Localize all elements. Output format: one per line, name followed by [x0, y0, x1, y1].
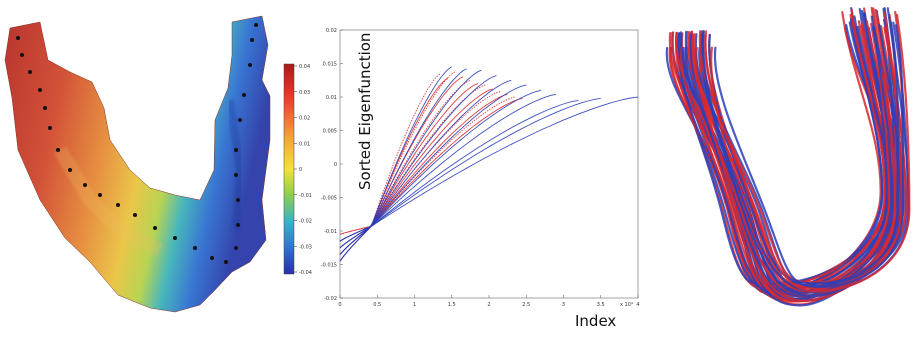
red-series-line: [339, 71, 456, 249]
y-tick-label: -0.015: [321, 263, 337, 269]
centerline-dot: [238, 118, 242, 122]
y-tick-label: 0.02: [326, 28, 337, 34]
centerline-dot: [38, 88, 42, 92]
colorbar-tick-label: 0: [299, 167, 302, 173]
x-tick-label: 4: [636, 302, 639, 308]
colorbar: [283, 63, 295, 275]
panel-b-chart: 0.02 0.015 0.01 0.005 0 -0.005 -0.01 -0.015 -0.0…: [320, 0, 650, 332]
centerline-dot: [236, 223, 240, 227]
y-axis-label: Sorted Eigenfunction: [356, 33, 374, 190]
blue-series-line: [339, 96, 639, 255]
centerline-dot: [68, 168, 72, 172]
centerline-dot: [173, 236, 177, 240]
centerline-dot: [254, 23, 258, 27]
x-tick-label: 0.5: [373, 302, 381, 308]
colorbar-tick-label: -0.02: [299, 219, 312, 225]
fiber-bundle: [665, 6, 911, 307]
y-tick-label: -0.01: [324, 229, 337, 235]
tract-surface: [4, 15, 271, 313]
centerline-dot: [234, 246, 238, 250]
x-axis-label: Index: [575, 312, 616, 330]
centerline-dot: [133, 213, 137, 217]
centerline-dot: [98, 193, 102, 197]
centerline-dot: [248, 63, 252, 67]
y-tick-label: 0.01: [326, 95, 337, 101]
centerline-dot: [153, 226, 157, 230]
centerline-dot: [83, 183, 87, 187]
surface-plot: 0.04 0.03 0.02 0.01 0 -0.01 -0.02 -0.03 -0.04: [4, 15, 312, 313]
centerline-dot: [16, 36, 20, 40]
plot-area: [339, 29, 639, 299]
centerline-dot: [28, 70, 32, 74]
centerline-dot: [43, 106, 47, 110]
colorbar-tick-label: 0.01: [299, 141, 310, 147]
x-tick-label: 2: [487, 302, 490, 308]
red-series-line: [339, 93, 508, 235]
blue-series-line: [339, 99, 579, 242]
y-tick-label: -0.005: [321, 196, 337, 202]
fiber-streamline: [704, 14, 911, 293]
panel-c-fibers: [650, 0, 917, 332]
x-tick-label: 1.5: [448, 302, 456, 308]
x-tick-label: 2.5: [522, 302, 530, 308]
y-tick-label: 0.005: [323, 129, 337, 135]
x-tick-label: 0: [338, 302, 341, 308]
centerline-dot: [20, 53, 24, 57]
x-exponent-label: x 10⁴: [620, 302, 633, 308]
centerline-dot: [224, 260, 228, 264]
centerline-dot: [250, 38, 254, 42]
centerline-dot: [210, 256, 214, 260]
fiber-streamline: [713, 24, 905, 289]
centerline-dot: [242, 93, 246, 97]
blue-series-line: [339, 97, 601, 249]
x-tick-label: 1: [413, 302, 416, 308]
colorbar-tick-label: -0.03: [299, 244, 312, 250]
centerline-dot: [234, 173, 238, 177]
colorbar-tick-label: 0.02: [299, 116, 310, 122]
red-series-line: [339, 73, 441, 262]
colorbar-tick-label: -0.04: [299, 270, 312, 276]
blue-series-line: [339, 93, 557, 262]
eigenfunction-chart: 0.02 0.015 0.01 0.005 0 -0.005 -0.01 -0.015 -0.0…: [321, 28, 640, 330]
panel-a-surface: 0.04 0.03 0.02 0.01 0 -0.01 -0.02 -0.03 -0.04: [0, 0, 325, 332]
blue-series: [339, 66, 639, 262]
y-tick-label: 0: [334, 162, 337, 168]
centerline-dots: [16, 23, 258, 264]
centerline-dot: [234, 148, 238, 152]
centerline-dot: [116, 203, 120, 207]
centerline-dot: [236, 198, 240, 202]
colorbar-tick-label: 0.03: [299, 90, 310, 96]
colorbar-tick-label: 0.04: [299, 64, 310, 70]
colorbar-tick-label: -0.01: [299, 193, 312, 199]
y-tick-label: 0.015: [323, 62, 337, 68]
centerline-dot: [56, 148, 60, 152]
x-tick-label: 3: [562, 302, 565, 308]
y-tick-label: -0.02: [324, 296, 337, 302]
x-tick-label: 3.5: [597, 302, 605, 308]
centerline-dot: [193, 246, 197, 250]
centerline-dot: [48, 126, 52, 130]
